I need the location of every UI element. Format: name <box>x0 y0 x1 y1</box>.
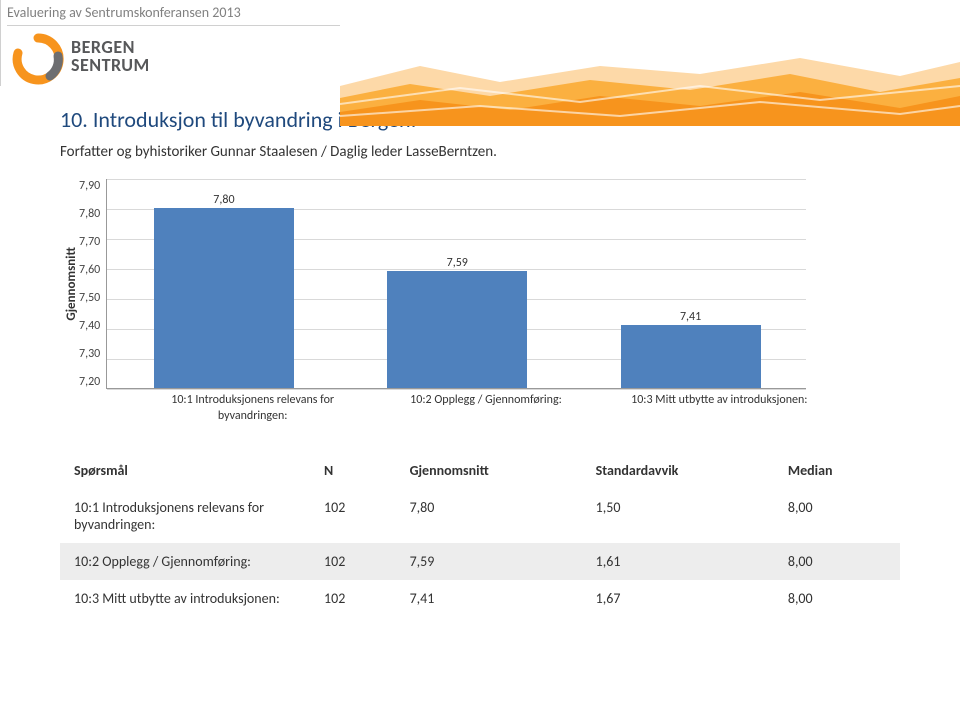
chart-plot-area: 7,80 7,59 7,41 <box>106 179 806 389</box>
y-axis-ticks: 7,90 7,80 7,70 7,60 7,50 7,40 7,30 7,20 <box>79 179 106 389</box>
table-cell: 7,59 <box>396 543 582 580</box>
logo-swirl-icon <box>11 32 65 86</box>
x-category-label: 10:3 Mitt utbytte av introduksjonen: <box>603 393 836 424</box>
bar <box>154 208 294 388</box>
table-column-header: Median <box>774 452 900 489</box>
table-column-header: Standardavvik <box>582 452 774 489</box>
table-row: 10:3 Mitt utbytte av introduksjonen:1027… <box>60 580 900 617</box>
logo-text-line2: SENTRUM <box>71 56 150 74</box>
table-cell: 1,67 <box>582 580 774 617</box>
x-category-label: 10:1 Introduksjonens relevans for byvand… <box>136 393 369 424</box>
table-cell: 7,41 <box>396 580 582 617</box>
table-cell: 1,61 <box>582 543 774 580</box>
x-axis-categories: 10:1 Introduksjonens relevans for byvand… <box>136 389 836 424</box>
bar <box>387 271 527 388</box>
table-cell: 10:1 Introduksjonens relevans for byvand… <box>60 489 310 543</box>
y-tick-label: 7,80 <box>79 207 100 221</box>
table-cell: 7,80 <box>396 489 582 543</box>
y-tick-label: 7,70 <box>79 235 100 249</box>
gridline <box>107 179 806 180</box>
table-cell: 8,00 <box>774 543 900 580</box>
bar-value-label: 7,41 <box>680 310 701 324</box>
y-tick-label: 7,50 <box>79 291 100 305</box>
table-cell: 102 <box>310 489 396 543</box>
bar <box>621 325 761 388</box>
table-column-header: N <box>310 452 396 489</box>
y-tick-label: 7,90 <box>79 179 100 193</box>
summary-table: SpørsmålNGjennomsnittStandardavvikMedian… <box>60 452 900 617</box>
map-background <box>340 16 960 126</box>
y-tick-label: 7,30 <box>79 347 100 361</box>
table-column-header: Spørsmål <box>60 452 310 489</box>
table-cell: 10:3 Mitt utbytte av introduksjonen: <box>60 580 310 617</box>
table-cell: 8,00 <box>774 580 900 617</box>
table-cell: 8,00 <box>774 489 900 543</box>
y-tick-label: 7,20 <box>79 375 100 389</box>
question-subtitle: Forfatter og byhistoriker Gunnar Staales… <box>60 143 900 161</box>
x-category-label: 10:2 Opplegg / Gjennomføring: <box>369 393 602 424</box>
table-header-row: SpørsmålNGjennomsnittStandardavvikMedian <box>60 452 900 489</box>
table-cell: 102 <box>310 580 396 617</box>
table-cell: 1,50 <box>582 489 774 543</box>
y-axis-title: Gjennomsnitt <box>60 247 79 321</box>
y-tick-label: 7,40 <box>79 319 100 333</box>
gridline <box>107 389 806 390</box>
table-column-header: Gjennomsnitt <box>396 452 582 489</box>
bar-chart: Gjennomsnitt 7,90 7,80 7,70 7,60 7,50 7,40 7,3… <box>60 179 900 389</box>
table-cell: 10:2 Opplegg / Gjennomføring: <box>60 543 310 580</box>
bar-value-label: 7,59 <box>447 256 468 270</box>
table-row: 10:1 Introduksjonens relevans for byvand… <box>60 489 900 543</box>
bar-value-label: 7,80 <box>213 193 234 207</box>
table-row: 10:2 Opplegg / Gjennomføring:1027,591,61… <box>60 543 900 580</box>
table-cell: 102 <box>310 543 396 580</box>
y-tick-label: 7,60 <box>79 263 100 277</box>
